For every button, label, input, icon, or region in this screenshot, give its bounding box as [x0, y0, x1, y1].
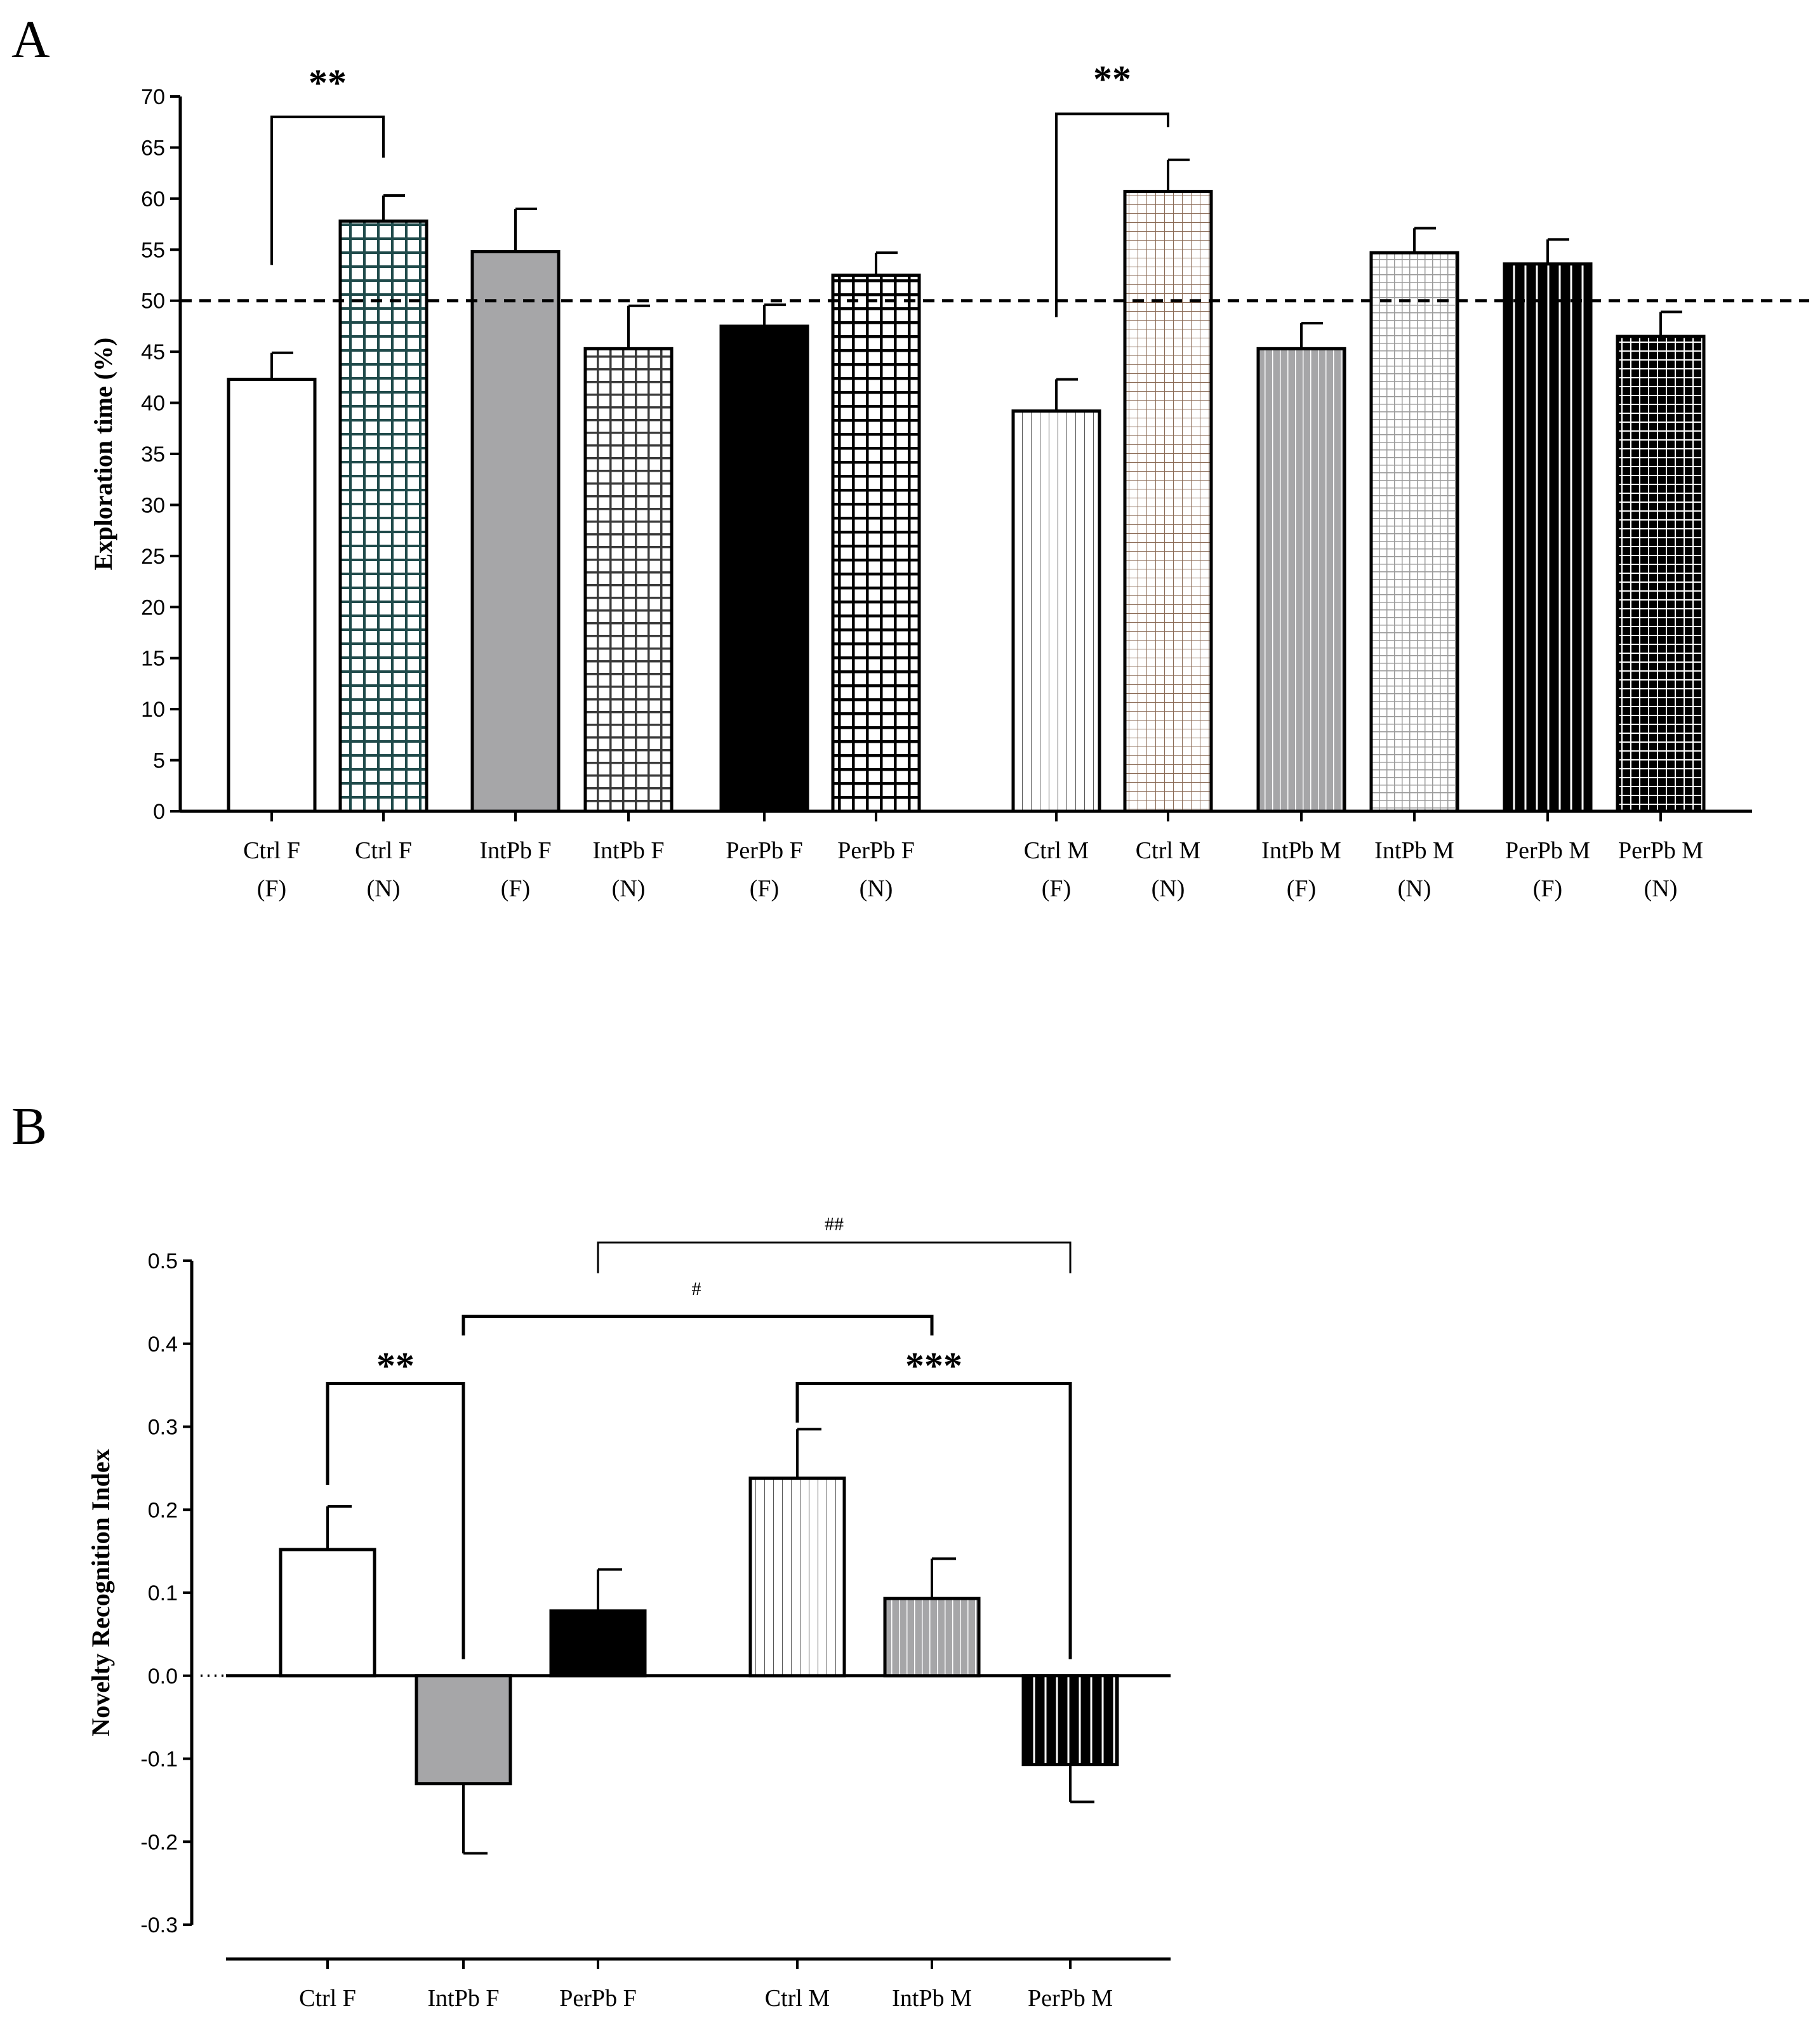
- significance-bracket: [1055, 112, 1169, 317]
- y-tick-label: 15: [141, 647, 165, 671]
- significance-bracket: [795, 1382, 1072, 1659]
- y-axis-title: Exploration time (%): [89, 338, 117, 571]
- y-tick-label: 0.4: [148, 1332, 178, 1357]
- x-tick-sublabel: (F): [1287, 875, 1316, 902]
- x-tick-label: Ctrl F: [299, 1985, 356, 2012]
- bar: [748, 1477, 846, 1678]
- bar: [549, 1609, 647, 1678]
- bar: [719, 324, 809, 813]
- significance-bracket: [270, 116, 385, 265]
- x-tick-sublabel: (F): [1533, 875, 1562, 902]
- x-tick-label: IntPb F: [428, 1985, 500, 2012]
- x-tick-sublabel: (N): [367, 875, 401, 902]
- bar: [1123, 190, 1213, 813]
- significance-label: ##: [825, 1214, 844, 1235]
- bar: [1369, 251, 1459, 813]
- bar: [1256, 347, 1346, 813]
- y-tick-label: 30: [141, 493, 165, 517]
- bar: [883, 1597, 981, 1678]
- y-tick-label: 5: [153, 749, 165, 773]
- significance-bracket: [462, 1315, 934, 1336]
- y-tick-label: 25: [141, 545, 165, 569]
- y-tick-label: 55: [141, 238, 165, 262]
- x-tick-label: Ctrl F: [243, 837, 300, 864]
- bar: [338, 219, 428, 813]
- significance-label: **: [309, 62, 347, 104]
- x-tick-label: Ctrl M: [1136, 837, 1200, 864]
- x-tick-label: PerPb F: [559, 1985, 636, 2012]
- panel-a-letter: A: [11, 10, 50, 69]
- bar: [1011, 409, 1101, 813]
- x-tick-sublabel: (N): [612, 875, 646, 902]
- bar: [415, 1674, 512, 1786]
- significance-bracket: [597, 1241, 1072, 1273]
- chart-a: 0 5 10 15 20 25 30 35 40 45 50 55 60 65 70 Exploration …: [89, 58, 1809, 902]
- x-tick-label: PerPb M: [1618, 837, 1703, 864]
- bar: [227, 378, 317, 813]
- y-tick-label: -0.1: [140, 1748, 178, 1772]
- y-tick-label: -0.2: [140, 1830, 178, 1854]
- significance-label: #: [692, 1278, 701, 1299]
- bar: [1503, 262, 1593, 813]
- x-tick-label: IntPb F: [480, 837, 552, 864]
- y-tick-label: 0.0: [148, 1664, 178, 1689]
- bar: [470, 250, 561, 813]
- x-tick-label: IntPb M: [892, 1985, 972, 2012]
- bar: [1616, 335, 1706, 813]
- bar: [583, 347, 674, 813]
- x-tick-label: Ctrl F: [355, 837, 412, 864]
- y-tick-label: 70: [141, 85, 165, 109]
- x-tick-label: Ctrl M: [765, 1985, 830, 2012]
- y-tick-label: 35: [141, 442, 165, 467]
- bar: [279, 1548, 376, 1678]
- x-tick-label: PerPb M: [1028, 1985, 1113, 2012]
- x-tick-sublabel: (F): [257, 875, 286, 902]
- panel-b-letter: B: [11, 1097, 47, 1156]
- y-tick-label: 50: [141, 289, 165, 314]
- y-tick-label: 65: [141, 136, 165, 160]
- x-tick-label: PerPb F: [837, 837, 914, 864]
- significance-label: ***: [905, 1345, 962, 1386]
- y-tick-label: -0.3: [140, 1913, 178, 1937]
- y-tick-label: 0.2: [148, 1498, 178, 1522]
- x-tick-label: IntPb M: [1261, 837, 1341, 864]
- x-tick-label: IntPb M: [1374, 837, 1454, 864]
- y-tick-label: 0.3: [148, 1416, 178, 1440]
- chart-b: -0.3 -0.2 -0.1 0.0 0.1 0.2 0.3 0.4 0.5 Novelty Re…: [86, 1214, 1171, 2012]
- y-tick-label: 45: [141, 340, 165, 364]
- bar: [831, 274, 921, 813]
- x-tick-sublabel: (N): [1398, 875, 1431, 902]
- x-tick-sublabel: (F): [501, 875, 530, 902]
- y-axis-title: Novelty Recognition Index: [86, 1449, 115, 1736]
- y-tick-label: 0.1: [148, 1581, 178, 1605]
- x-tick-label: IntPb F: [593, 837, 665, 864]
- x-tick-sublabel: (N): [1644, 875, 1678, 902]
- x-tick-sublabel: (N): [1152, 875, 1185, 902]
- significance-label: **: [1093, 58, 1131, 100]
- x-tick-sublabel: (F): [1042, 875, 1071, 902]
- x-tick-sublabel: (N): [860, 875, 893, 902]
- x-tick-label: PerPb M: [1505, 837, 1590, 864]
- y-tick-label: 0: [153, 800, 165, 824]
- bar: [1021, 1674, 1119, 1767]
- x-tick-sublabel: (F): [750, 875, 779, 902]
- y-tick-label: 60: [141, 187, 165, 211]
- y-tick-label: 20: [141, 595, 165, 620]
- x-tick-label: PerPb F: [726, 837, 802, 864]
- significance-bracket: [326, 1382, 465, 1659]
- y-tick-label: 0.5: [148, 1249, 178, 1273]
- y-tick-label: 40: [141, 392, 165, 416]
- y-tick-label: 10: [141, 698, 165, 722]
- x-tick-label: Ctrl M: [1024, 837, 1089, 864]
- significance-label: **: [376, 1345, 415, 1386]
